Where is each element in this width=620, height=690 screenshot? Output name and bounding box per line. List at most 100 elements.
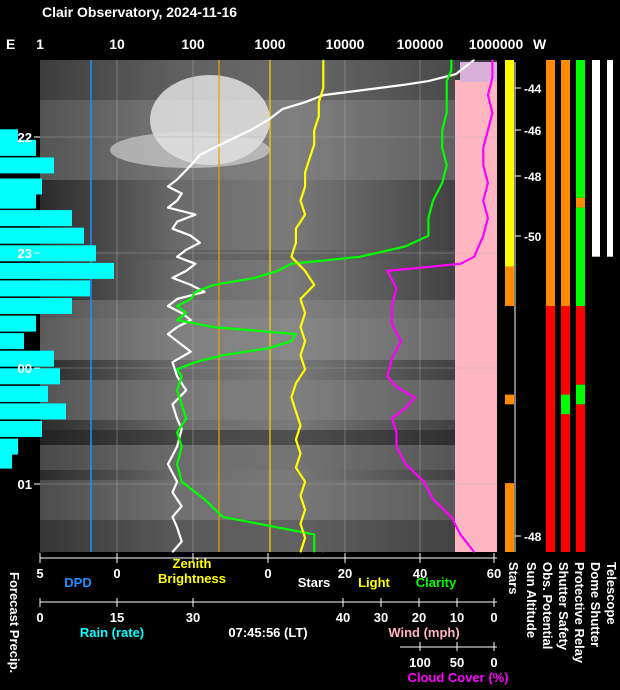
series-point — [190, 284, 192, 286]
series-point — [190, 164, 192, 166]
series-point — [176, 431, 178, 434]
series-point — [190, 351, 192, 353]
cloud-tick-50: 50 — [450, 655, 464, 670]
series-point — [295, 467, 297, 469]
series-point — [304, 537, 306, 539]
status-segment — [561, 306, 570, 395]
top-tick-label: 100000 — [397, 36, 444, 52]
series-point — [359, 256, 361, 258]
clarity-label: Clarity — [416, 575, 457, 590]
series-point — [295, 410, 297, 412]
stars-vlabel: Stars — [506, 562, 521, 595]
series-point — [290, 396, 292, 398]
series-point — [318, 101, 320, 103]
series-point — [304, 185, 306, 188]
series-point — [473, 59, 475, 61]
series-point — [176, 446, 178, 448]
rain-bar — [0, 315, 36, 332]
series-point — [313, 129, 315, 131]
series-point — [313, 143, 315, 145]
series-line — [166, 59, 475, 553]
status-segment — [505, 394, 514, 405]
series-point — [176, 326, 178, 328]
series-point — [446, 112, 448, 114]
status-segment — [607, 60, 613, 257]
top-tick-label: 100 — [181, 36, 205, 52]
series-point — [405, 463, 407, 465]
rain-bar — [0, 139, 36, 156]
series-point — [491, 77, 493, 79]
series-point — [299, 453, 302, 455]
series-point — [478, 245, 480, 247]
series-point — [171, 277, 174, 279]
status-segment — [592, 60, 600, 257]
rain-bar — [0, 333, 24, 350]
top-tick-label: 10000 — [326, 36, 365, 52]
series-point — [304, 509, 306, 511]
status-segment — [505, 306, 514, 395]
series-point — [185, 312, 187, 314]
wind-tick-40: 40 — [336, 610, 350, 625]
series-point — [299, 495, 302, 497]
series-point — [446, 80, 448, 82]
cloud-tick-100: 100 — [409, 655, 431, 670]
dpd-tick-0: 0 — [113, 566, 120, 581]
series-point — [450, 69, 452, 72]
series-point — [405, 407, 407, 409]
series-point — [299, 424, 302, 427]
status-bars — [505, 60, 613, 552]
series-point — [181, 403, 183, 405]
series-point — [450, 516, 452, 518]
rain-bar — [0, 403, 66, 420]
series-point — [176, 417, 178, 420]
series-point — [491, 112, 493, 114]
series-point — [423, 481, 425, 483]
series-point — [181, 428, 183, 430]
series-point — [395, 386, 398, 388]
image-band — [40, 250, 455, 260]
series-point — [222, 516, 224, 518]
series-point — [318, 115, 320, 117]
series-point — [427, 80, 429, 82]
series-point — [176, 319, 178, 321]
stars-tick-20: 20 — [338, 566, 352, 581]
image-band — [40, 300, 455, 318]
series-point — [391, 305, 393, 307]
series-point — [299, 523, 302, 525]
image-band — [40, 480, 455, 520]
series-point — [222, 354, 224, 356]
series-point — [304, 171, 306, 174]
wind-area — [455, 80, 497, 552]
chart-title: Clair Observatory, 2024-11-16 — [42, 4, 237, 20]
status-segment — [576, 60, 585, 198]
series-point — [405, 84, 407, 86]
time-tick-label: 00 — [18, 361, 32, 376]
series-point — [267, 347, 270, 349]
series-point — [482, 147, 484, 149]
series-point — [309, 157, 311, 159]
series-point — [167, 305, 169, 307]
rain-bar — [0, 350, 54, 367]
sun-altitude-vlabel: Sun Altitude — [524, 562, 539, 638]
image-band — [40, 380, 455, 420]
series-point — [295, 228, 297, 230]
series-point — [176, 256, 178, 258]
sun-altitude-ticks: -44 -46 -48 -50 -48 — [514, 62, 542, 552]
wind-area-top — [460, 62, 497, 82]
rain-tick-30: 30 — [186, 610, 200, 625]
bottom-axis-ticks — [39, 553, 495, 651]
series-point — [295, 242, 297, 244]
rain-bar — [0, 210, 72, 227]
series-point — [487, 217, 489, 219]
series-point — [464, 66, 466, 68]
rain-bar — [0, 452, 12, 469]
series-point — [304, 270, 306, 272]
status-segment — [505, 60, 514, 267]
series-point — [190, 235, 192, 237]
cloud-tick-0: 0 — [490, 655, 497, 670]
series-point — [213, 147, 215, 149]
status-segment — [546, 60, 555, 90]
series-point — [487, 182, 489, 184]
series-point — [171, 403, 174, 405]
